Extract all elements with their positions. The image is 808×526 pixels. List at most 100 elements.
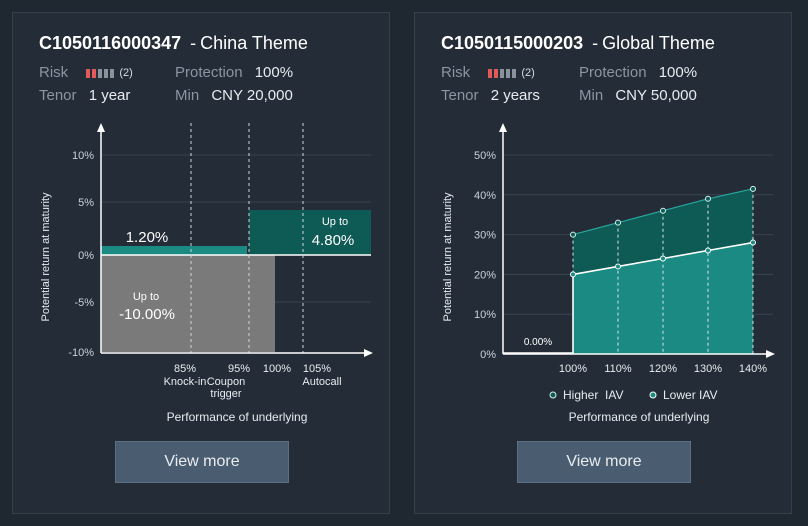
payoff-chart: 10% 5% 0% -5% -10% 85% Knock-in 95% Coup… [40,123,373,424]
legend-marker-higher [549,391,557,399]
product-theme: Global Theme [602,33,715,53]
legend-marker-lower [649,391,657,399]
lower-iav-point [705,247,711,254]
risk-bar [110,68,115,78]
risk-bar [98,68,103,78]
protection-label: Protection [579,64,647,81]
tenor-label: Tenor [39,87,77,104]
zero-return-label: 0.00% [524,337,552,348]
autocall-region [249,210,371,255]
autocall-caption: Up to [322,216,348,228]
risk-label: Risk [39,64,69,81]
risk-bar [92,68,97,78]
tenor-value: 1 year [88,87,131,104]
legend-label-lower: Lower IAV [663,388,717,402]
risk-row: Risk (2) [441,64,535,81]
x-mark-caption: Autocall [302,376,341,388]
chart-legend: Higher IAV Lower IAV [549,388,717,402]
risk-indicator: (2) [488,67,535,80]
risk-bar [488,68,493,78]
higher-iav-point [705,195,711,202]
y-tick-label: 0% [480,349,496,361]
higher-iav-point [750,185,756,192]
min-value: CNY 50,000 [615,87,697,104]
min-row: Min CNY 20,000 [175,87,293,104]
y-tick-label: 30% [474,230,496,242]
y-axis-arrow [499,123,507,132]
min-value: CNY 20,000 [211,87,293,104]
autocall-value: 4.80% [312,232,355,249]
return-area-chart: 50% 40% 30% 20% 10% 0% 100% 110% 120% 130% 140% 0… [442,123,775,424]
x-axis-arrow [766,350,775,358]
product-title: C1050115000203 - Global Theme [441,33,715,54]
x-tick-label: 130% [694,363,722,375]
view-more-button[interactable]: View more [517,441,691,483]
product-code: C1050116000347 [39,33,182,53]
protection-label: Protection [175,64,243,81]
lower-iav-point [570,271,576,278]
risk-bar [104,68,109,78]
risk-indicator: (2) [86,67,133,80]
product-card-global: C1050115000203 - Global Theme Risk (2) Pr… [414,12,792,514]
min-label: Min [175,87,200,104]
title-separator: - [592,33,599,53]
y-tick-label: 20% [474,269,496,281]
coupon-value: 1.20% [126,229,169,246]
x-tick-label: 100% [263,363,291,375]
tenor-row: Tenor 1 year [39,87,130,104]
x-mark-caption: Coupon [207,376,246,388]
higher-iav-point [660,207,666,214]
risk-bar [86,68,91,78]
y-tick-label: 50% [474,150,496,162]
risk-row: Risk (2) [39,64,133,81]
x-tick-label: 95% [228,363,250,375]
risk-bar [500,68,505,78]
x-mark-caption: Knock-in [164,376,207,388]
y-tick-label: 10% [72,150,94,162]
risk-count: (2) [521,67,535,80]
y-axis-title: Potential return at maturity [40,192,52,322]
x-tick-label: 110% [604,363,632,375]
product-card-china: C1050116000347 - China Theme Risk (2) Pro… [12,12,390,514]
protection-row: Protection 100% [175,64,293,81]
loss-region [101,255,275,352]
risk-label: Risk [441,64,471,81]
y-axis-arrow [97,123,105,132]
risk-bar [512,68,517,78]
loss-caption: Up to [133,291,159,303]
risk-bar [506,68,511,78]
y-tick-label: -10% [68,347,94,359]
lower-iav-point [750,239,756,246]
protection-value: 100% [658,64,698,81]
title-separator: - [190,33,197,53]
y-tick-label: 40% [474,190,496,202]
min-label: Min [579,87,604,104]
product-theme: China Theme [200,33,308,53]
risk-count: (2) [119,67,133,80]
product-title: C1050116000347 - China Theme [39,33,308,54]
x-axis-title: Performance of underlying [569,410,710,424]
risk-bar [494,68,499,78]
x-axis-arrow [364,349,373,357]
tenor-label: Tenor [441,87,479,104]
y-axis-title: Potential return at maturity [442,192,454,322]
tenor-row: Tenor 2 years [441,87,540,104]
protection-value: 100% [254,64,294,81]
tenor-value: 2 years [490,87,540,104]
view-more-button[interactable]: View more [115,441,289,483]
x-tick-label: 140% [739,363,767,375]
protection-row: Protection 100% [579,64,697,81]
y-tick-label: 0% [78,250,94,262]
x-tick-label: 100% [559,363,587,375]
min-row: Min CNY 50,000 [579,87,697,104]
legend-label-higher: Higher IAV [563,388,623,402]
lower-iav-point [660,255,666,262]
product-code: C1050115000203 [441,33,584,53]
x-tick-label: 85% [174,363,196,375]
x-tick-label: 120% [649,363,677,375]
x-tick-label: 105% [303,363,331,375]
y-tick-label: 10% [474,309,496,321]
x-axis-title: Performance of underlying [167,410,308,424]
loss-value: -10.00% [119,306,175,323]
y-tick-label: -5% [74,297,94,309]
